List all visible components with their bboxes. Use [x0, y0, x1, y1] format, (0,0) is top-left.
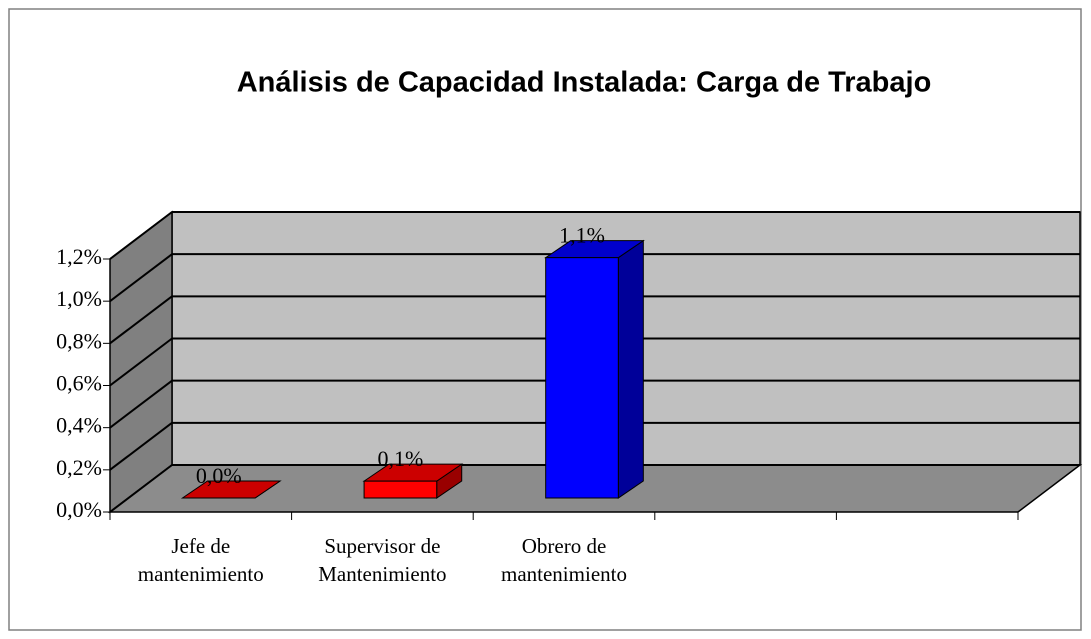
data-label: 1,1%: [559, 223, 605, 248]
y-tick-label: 1,0%: [56, 286, 102, 311]
bar: [545, 257, 619, 499]
grid-line: [109, 379, 173, 429]
x-tick-label: Supervisor de Mantenimiento: [318, 534, 447, 586]
y-tick-label: 1,2%: [56, 244, 102, 269]
grid-line: [109, 464, 173, 513]
bar-top: [180, 480, 282, 499]
chart-title: Análisis de Capacidad Instalada: Carga d…: [237, 67, 932, 99]
x-tick-label: Obrero de mantenimiento: [501, 534, 627, 586]
x-tick-label: Jefe de mantenimiento: [137, 534, 264, 586]
y-tick-label: 0,8%: [56, 328, 102, 353]
data-label: 0,1%: [377, 446, 423, 471]
grid-line: [109, 337, 173, 387]
grid-line: [109, 422, 173, 471]
y-tick-label: 0,4%: [56, 413, 102, 438]
grid-line: [109, 253, 173, 302]
grid-line: [109, 211, 173, 260]
bar: [363, 480, 438, 499]
bar-side: [617, 239, 644, 499]
data-label: 0,0%: [196, 463, 242, 488]
y-tick-label: 0,0%: [56, 497, 102, 522]
grid-line: [109, 295, 173, 345]
y-tick-label: 0,6%: [56, 371, 102, 396]
y-tick-label: 0,2%: [56, 455, 102, 480]
